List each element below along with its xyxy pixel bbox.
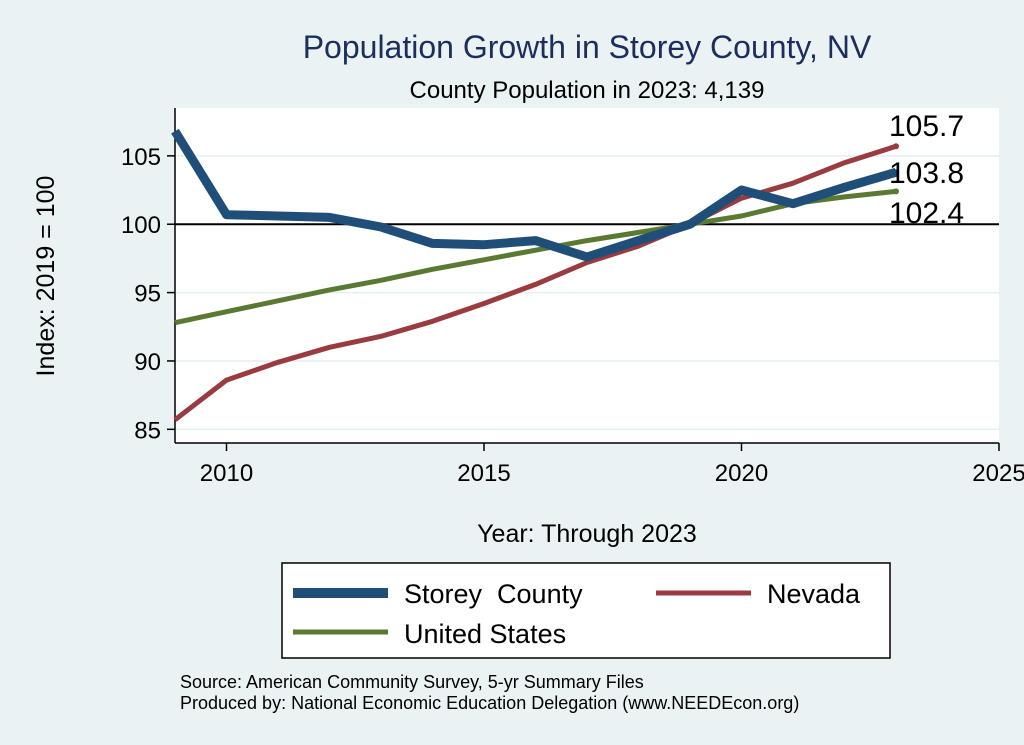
end-point-nevada <box>893 143 899 150</box>
producer-note: Produced by: National Economic Education… <box>180 693 799 713</box>
y-axis-title: Index: 2019 = 100 <box>32 176 60 377</box>
y-tick-label-100: 100 <box>121 212 161 239</box>
chart-subtitle: County Population in 2023: 4,139 <box>410 77 765 104</box>
end-label-layer: 105.7 103.8 102.4 <box>889 110 964 230</box>
x-axis-title: Year: Through 2023 <box>477 520 697 548</box>
series-line-nevada <box>173 143 897 422</box>
x-tick-label-2020: 2020 <box>715 460 768 487</box>
x-tick-label-2025: 2025 <box>972 460 1024 487</box>
end-point-storey-county <box>893 169 899 176</box>
y-tick-label-95: 95 <box>134 281 161 308</box>
plot-area <box>175 108 999 443</box>
x-tick-label-2010: 2010 <box>200 460 253 487</box>
legend: Storey County Nevada United States <box>281 562 891 659</box>
series-line-storey-county <box>171 128 898 262</box>
series-line-united-states <box>174 188 897 326</box>
end-label-united-states: 102.4 <box>889 197 964 230</box>
y-tick-label-85: 85 <box>134 417 161 444</box>
series-layer <box>171 128 899 422</box>
axes <box>174 108 999 444</box>
chart-title: Population Growth in Storey County, NV <box>303 29 872 65</box>
x-tick-label-2015: 2015 <box>457 460 510 487</box>
end-label-storey-county: 103.8 <box>889 157 964 190</box>
legend-box <box>281 562 891 659</box>
y-tick-label-90: 90 <box>134 349 161 376</box>
y-tick-label-105: 105 <box>121 144 161 171</box>
tick-layer: 85 90 95 100 105 2010 2015 2020 2025 <box>121 144 1024 487</box>
legend-label-storey-county: Storey County <box>404 579 583 609</box>
legend-label-nevada: Nevada <box>767 579 861 609</box>
source-note: Source: American Community Survey, 5-yr … <box>180 672 644 692</box>
end-label-nevada: 105.7 <box>889 110 964 143</box>
end-point-united-states <box>893 188 899 195</box>
legend-label-united-states: United States <box>404 619 566 649</box>
